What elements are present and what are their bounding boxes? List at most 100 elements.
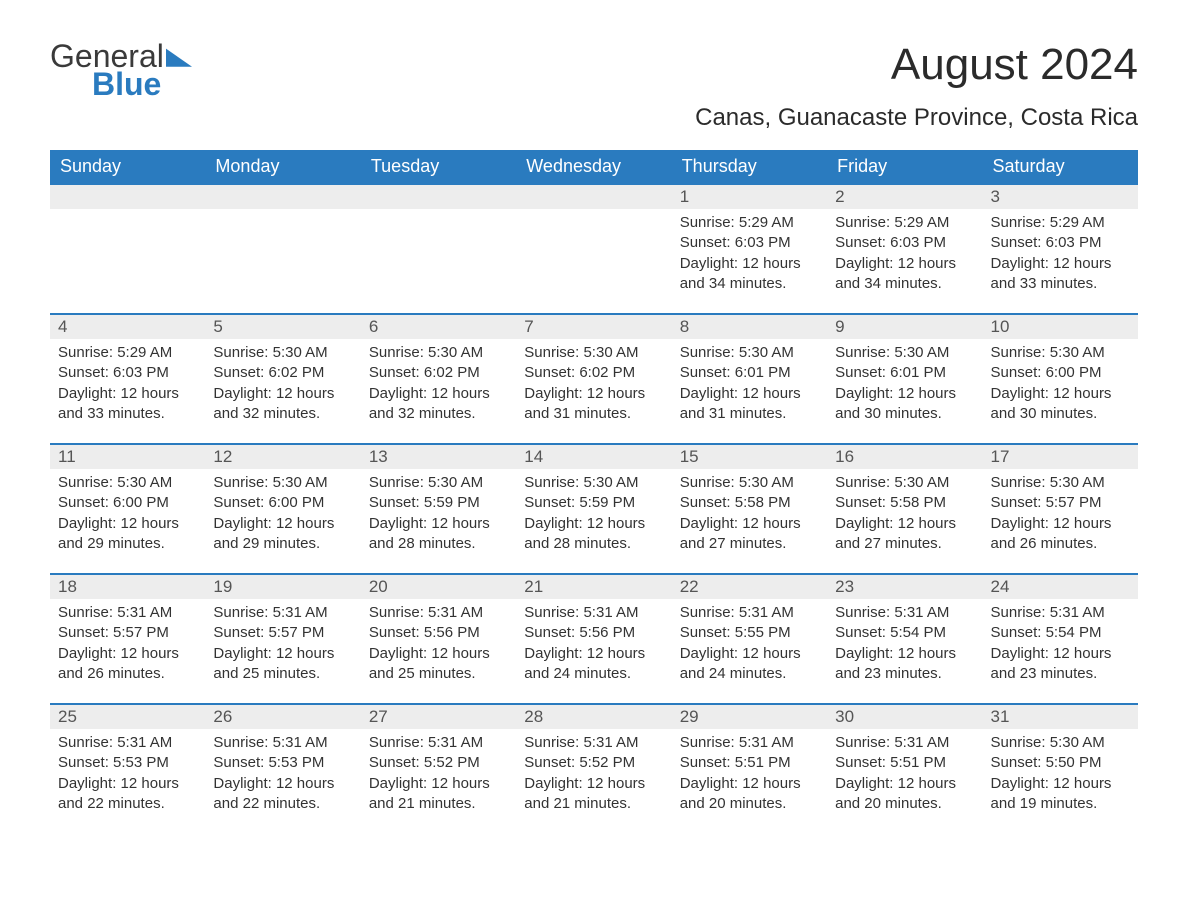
day-number: 25	[50, 703, 205, 729]
day-body: Sunrise: 5:30 AMSunset: 6:00 PMDaylight:…	[983, 339, 1138, 432]
sunrise-line: Sunrise: 5:31 AM	[213, 603, 352, 623]
day-body: Sunrise: 5:30 AMSunset: 6:02 PMDaylight:…	[516, 339, 671, 432]
calendar-cell: 21Sunrise: 5:31 AMSunset: 5:56 PMDayligh…	[516, 573, 671, 703]
daylight-line: Daylight: 12 hours and 31 minutes.	[680, 384, 819, 425]
day-number-empty: .	[205, 183, 360, 209]
day-body: Sunrise: 5:31 AMSunset: 5:56 PMDaylight:…	[516, 599, 671, 692]
day-body: Sunrise: 5:29 AMSunset: 6:03 PMDaylight:…	[827, 209, 982, 302]
calendar-cell: 28Sunrise: 5:31 AMSunset: 5:52 PMDayligh…	[516, 703, 671, 833]
sunset-line: Sunset: 5:52 PM	[369, 753, 508, 773]
calendar-cell: 4Sunrise: 5:29 AMSunset: 6:03 PMDaylight…	[50, 313, 205, 443]
day-body: Sunrise: 5:30 AMSunset: 5:50 PMDaylight:…	[983, 729, 1138, 822]
day-body: Sunrise: 5:30 AMSunset: 6:00 PMDaylight:…	[205, 469, 360, 562]
calendar-cell: 8Sunrise: 5:30 AMSunset: 6:01 PMDaylight…	[672, 313, 827, 443]
day-body: Sunrise: 5:31 AMSunset: 5:57 PMDaylight:…	[205, 599, 360, 692]
month-title: August 2024	[695, 40, 1138, 90]
weekday-header: Monday	[205, 150, 360, 183]
weekday-header: Wednesday	[516, 150, 671, 183]
day-body: Sunrise: 5:30 AMSunset: 6:02 PMDaylight:…	[205, 339, 360, 432]
daylight-line: Daylight: 12 hours and 34 minutes.	[680, 254, 819, 295]
day-number: 21	[516, 573, 671, 599]
calendar-cell: .	[205, 183, 360, 313]
daylight-line: Daylight: 12 hours and 20 minutes.	[835, 774, 974, 815]
sunrise-line: Sunrise: 5:30 AM	[213, 343, 352, 363]
sunrise-line: Sunrise: 5:30 AM	[524, 343, 663, 363]
sunset-line: Sunset: 5:56 PM	[524, 623, 663, 643]
daylight-line: Daylight: 12 hours and 26 minutes.	[991, 514, 1130, 555]
day-body: Sunrise: 5:30 AMSunset: 5:57 PMDaylight:…	[983, 469, 1138, 562]
weekday-header: Sunday	[50, 150, 205, 183]
daylight-line: Daylight: 12 hours and 34 minutes.	[835, 254, 974, 295]
daylight-line: Daylight: 12 hours and 25 minutes.	[213, 644, 352, 685]
calendar-cell: 1Sunrise: 5:29 AMSunset: 6:03 PMDaylight…	[672, 183, 827, 313]
day-body: Sunrise: 5:31 AMSunset: 5:54 PMDaylight:…	[827, 599, 982, 692]
sunset-line: Sunset: 6:03 PM	[680, 233, 819, 253]
sunset-line: Sunset: 5:56 PM	[369, 623, 508, 643]
calendar-cell: 9Sunrise: 5:30 AMSunset: 6:01 PMDaylight…	[827, 313, 982, 443]
sunrise-line: Sunrise: 5:31 AM	[58, 603, 197, 623]
calendar-cell: 2Sunrise: 5:29 AMSunset: 6:03 PMDaylight…	[827, 183, 982, 313]
logo-text: General Blue	[50, 40, 164, 100]
calendar-cell: 5Sunrise: 5:30 AMSunset: 6:02 PMDaylight…	[205, 313, 360, 443]
calendar-cell: 3Sunrise: 5:29 AMSunset: 6:03 PMDaylight…	[983, 183, 1138, 313]
logo-blue: Blue	[92, 68, 164, 100]
sunrise-line: Sunrise: 5:29 AM	[991, 213, 1130, 233]
daylight-line: Daylight: 12 hours and 31 minutes.	[524, 384, 663, 425]
day-number: 24	[983, 573, 1138, 599]
day-body: Sunrise: 5:29 AMSunset: 6:03 PMDaylight:…	[983, 209, 1138, 302]
day-body: Sunrise: 5:30 AMSunset: 6:01 PMDaylight:…	[827, 339, 982, 432]
day-number: 18	[50, 573, 205, 599]
sunset-line: Sunset: 5:50 PM	[991, 753, 1130, 773]
day-number: 20	[361, 573, 516, 599]
sunset-line: Sunset: 5:58 PM	[835, 493, 974, 513]
logo: General Blue	[50, 40, 192, 100]
day-number: 31	[983, 703, 1138, 729]
sunrise-line: Sunrise: 5:31 AM	[835, 733, 974, 753]
daylight-line: Daylight: 12 hours and 25 minutes.	[369, 644, 508, 685]
calendar-head: SundayMondayTuesdayWednesdayThursdayFrid…	[50, 150, 1138, 183]
daylight-line: Daylight: 12 hours and 29 minutes.	[58, 514, 197, 555]
day-number: 7	[516, 313, 671, 339]
calendar-cell: 19Sunrise: 5:31 AMSunset: 5:57 PMDayligh…	[205, 573, 360, 703]
daylight-line: Daylight: 12 hours and 23 minutes.	[835, 644, 974, 685]
day-number: 16	[827, 443, 982, 469]
sunset-line: Sunset: 5:51 PM	[835, 753, 974, 773]
title-block: August 2024 Canas, Guanacaste Province, …	[695, 40, 1138, 150]
sunrise-line: Sunrise: 5:29 AM	[835, 213, 974, 233]
day-number: 14	[516, 443, 671, 469]
sunset-line: Sunset: 6:03 PM	[835, 233, 974, 253]
day-number: 8	[672, 313, 827, 339]
day-body: Sunrise: 5:31 AMSunset: 5:52 PMDaylight:…	[516, 729, 671, 822]
calendar-cell: 14Sunrise: 5:30 AMSunset: 5:59 PMDayligh…	[516, 443, 671, 573]
daylight-line: Daylight: 12 hours and 22 minutes.	[58, 774, 197, 815]
sunrise-line: Sunrise: 5:31 AM	[369, 603, 508, 623]
calendar-table: SundayMondayTuesdayWednesdayThursdayFrid…	[50, 150, 1138, 833]
sunset-line: Sunset: 5:51 PM	[680, 753, 819, 773]
daylight-line: Daylight: 12 hours and 24 minutes.	[680, 644, 819, 685]
calendar-cell: 12Sunrise: 5:30 AMSunset: 6:00 PMDayligh…	[205, 443, 360, 573]
sunset-line: Sunset: 6:01 PM	[835, 363, 974, 383]
daylight-line: Daylight: 12 hours and 19 minutes.	[991, 774, 1130, 815]
calendar-body: ....1Sunrise: 5:29 AMSunset: 6:03 PMDayl…	[50, 183, 1138, 833]
day-number: 6	[361, 313, 516, 339]
sunset-line: Sunset: 5:54 PM	[991, 623, 1130, 643]
sunrise-line: Sunrise: 5:31 AM	[991, 603, 1130, 623]
sunset-line: Sunset: 5:54 PM	[835, 623, 974, 643]
sunrise-line: Sunrise: 5:30 AM	[524, 473, 663, 493]
day-number: 29	[672, 703, 827, 729]
calendar-week-row: 4Sunrise: 5:29 AMSunset: 6:03 PMDaylight…	[50, 313, 1138, 443]
day-body: Sunrise: 5:30 AMSunset: 6:01 PMDaylight:…	[672, 339, 827, 432]
day-body: Sunrise: 5:30 AMSunset: 6:00 PMDaylight:…	[50, 469, 205, 562]
calendar-cell: .	[516, 183, 671, 313]
daylight-line: Daylight: 12 hours and 28 minutes.	[369, 514, 508, 555]
calendar-cell: 13Sunrise: 5:30 AMSunset: 5:59 PMDayligh…	[361, 443, 516, 573]
calendar-cell: 26Sunrise: 5:31 AMSunset: 5:53 PMDayligh…	[205, 703, 360, 833]
day-number: 3	[983, 183, 1138, 209]
day-number: 5	[205, 313, 360, 339]
sunset-line: Sunset: 6:01 PM	[680, 363, 819, 383]
sunset-line: Sunset: 6:03 PM	[991, 233, 1130, 253]
day-number: 27	[361, 703, 516, 729]
day-body: Sunrise: 5:29 AMSunset: 6:03 PMDaylight:…	[50, 339, 205, 432]
sunrise-line: Sunrise: 5:31 AM	[524, 603, 663, 623]
sunrise-line: Sunrise: 5:29 AM	[58, 343, 197, 363]
